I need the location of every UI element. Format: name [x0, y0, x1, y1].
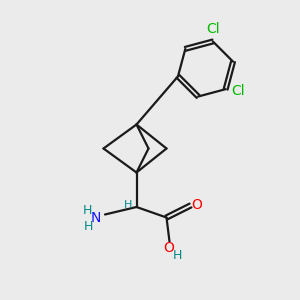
Text: Cl: Cl: [231, 84, 245, 98]
Text: O: O: [192, 198, 203, 212]
Text: H: H: [172, 249, 182, 262]
Text: O: O: [164, 241, 174, 255]
Text: H: H: [83, 203, 93, 217]
Text: H: H: [84, 220, 94, 233]
Text: N: N: [90, 212, 100, 225]
Text: H: H: [124, 200, 132, 210]
Text: Cl: Cl: [206, 22, 220, 36]
